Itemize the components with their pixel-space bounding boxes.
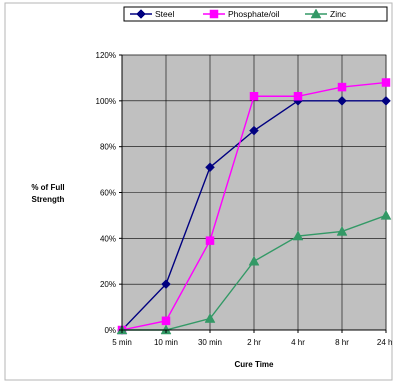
- data-point-zinc: [336, 225, 348, 236]
- data-point-zinc: [248, 255, 260, 266]
- legend-label-phosphate-oil: Phosphate/oil: [228, 9, 280, 19]
- y-tick-label: 80%: [100, 143, 116, 152]
- x-tick-label: 2 hr: [247, 338, 261, 347]
- y-axis-title-line: % of Full: [31, 183, 64, 192]
- data-point-steel: [161, 279, 171, 290]
- legend-box: [123, 6, 388, 22]
- legend-marker-zinc: [310, 8, 322, 19]
- axis-group: 0% 20% 40% 60% 80% 100% 120% 5 min 10 min 30 min 2…: [31, 51, 393, 369]
- legend-marker-steel: [136, 9, 146, 19]
- legend-marker-phosphate-oil: [209, 9, 219, 19]
- data-point-steel: [381, 95, 391, 106]
- data-point-steel: [249, 125, 259, 136]
- legend-label-zinc: Zinc: [330, 9, 347, 19]
- data-point-steel: [337, 95, 347, 106]
- data-point-phosphate-oil: [205, 236, 215, 245]
- data-point-zinc: [204, 313, 216, 323]
- data-point-phosphate-oil: [337, 82, 347, 92]
- data-point-phosphate-oil: [381, 78, 391, 87]
- y-tick-label: 100%: [96, 97, 116, 106]
- x-tick-label: 24 hr: [377, 338, 393, 347]
- y-tick-label: 40%: [100, 234, 116, 243]
- legend-label-steel: Steel: [155, 9, 174, 19]
- y-tick-label: 0%: [104, 326, 116, 335]
- y-axis-title-line: Strength: [32, 195, 65, 204]
- data-point-zinc: [292, 230, 304, 241]
- series-group: [116, 78, 392, 335]
- data-point-phosphate-oil: [249, 92, 259, 101]
- y-tick-label: 120%: [96, 51, 116, 60]
- x-tick-label: 8 hr: [335, 338, 349, 347]
- x-tick-label: 5 min: [112, 338, 132, 347]
- data-point-zinc: [380, 209, 392, 220]
- x-tick-label: 4 hr: [291, 338, 305, 347]
- data-point-phosphate-oil: [161, 316, 171, 326]
- x-axis-title: Cure Time: [235, 360, 275, 369]
- x-tick-label: 30 min: [198, 338, 222, 347]
- legend: Steel Phosphate/oil Zinc: [123, 6, 388, 22]
- x-tick-label: 10 min: [154, 338, 178, 347]
- y-tick-label: 20%: [100, 280, 116, 289]
- data-point-phosphate-oil: [293, 92, 303, 101]
- data-point-steel: [205, 162, 215, 173]
- y-tick-label: 60%: [100, 189, 116, 198]
